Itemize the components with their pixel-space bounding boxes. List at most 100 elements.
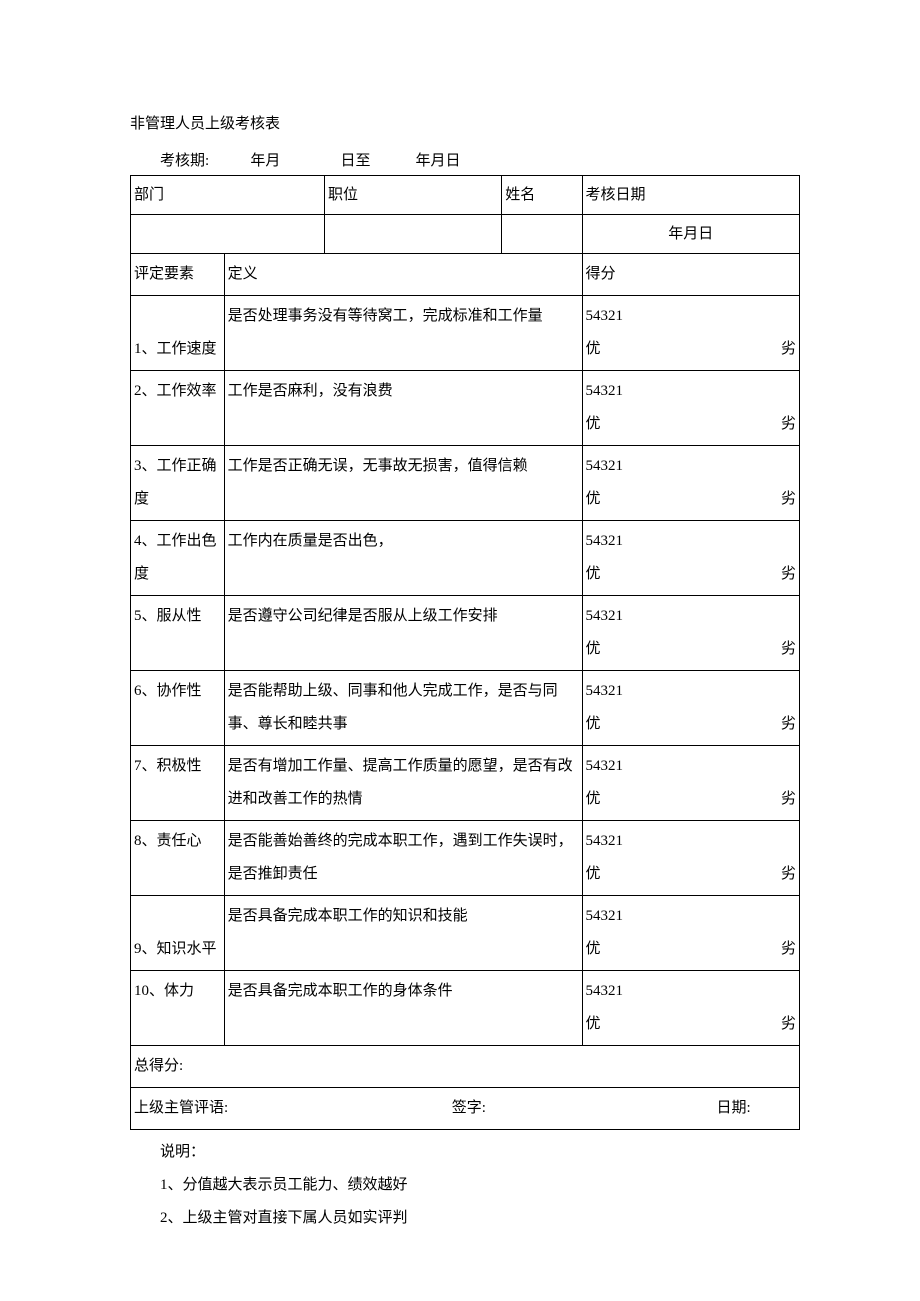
- total-label: 总得分:: [131, 1046, 800, 1088]
- element-name: 9、知识水平: [131, 896, 225, 971]
- date-label: 考核日期: [582, 176, 799, 215]
- score-good: 优: [586, 1008, 601, 1041]
- element-name: 5、服从性: [131, 596, 225, 671]
- total-row: 总得分:: [131, 1046, 800, 1088]
- score-scale: 54321: [586, 600, 796, 633]
- date-value: 年月日: [582, 215, 799, 254]
- table-row: 7、积极性 是否有增加工作量、提高工作质量的愿望，是否有改进和改善工作的热情 5…: [131, 746, 800, 821]
- score-bad: 劣: [781, 558, 796, 591]
- score-cell: 54321 优 劣: [582, 896, 799, 971]
- score-bad: 劣: [781, 858, 796, 891]
- score-cell: 54321 优 劣: [582, 521, 799, 596]
- notes-section: 说明： 1、分值越大表示员工能力、绩效越好 2、上级主管对直接下属人员如实评判: [130, 1136, 800, 1235]
- comment-cell: 上级主管评语: 签字: 日期:: [131, 1088, 800, 1130]
- score-cell: 54321 优 劣: [582, 596, 799, 671]
- score-bad: 劣: [781, 1008, 796, 1041]
- score-scale: 54321: [586, 675, 796, 708]
- table-row: 8、责任心 是否能善始善终的完成本职工作，遇到工作失误时，是否推卸责任 5432…: [131, 821, 800, 896]
- col-definition: 定义: [224, 254, 582, 296]
- score-good: 优: [586, 483, 601, 516]
- comment-date: 日期:: [717, 1092, 751, 1125]
- score-cell: 54321 优 劣: [582, 671, 799, 746]
- dept-label: 部门: [131, 176, 325, 215]
- table-row: 9、知识水平 是否具备完成本职工作的知识和技能 54321 优 劣: [131, 896, 800, 971]
- element-name: 1、工作速度: [131, 296, 225, 371]
- score-good: 优: [586, 633, 601, 666]
- score-bad: 劣: [781, 708, 796, 741]
- score-scale: 54321: [586, 300, 796, 333]
- period-text: 年月: [250, 147, 280, 176]
- col-element: 评定要素: [131, 254, 225, 296]
- element-definition: 是否能善始善终的完成本职工作，遇到工作失误时，是否推卸责任: [224, 821, 582, 896]
- assessment-table: 部门 职位 姓名 考核日期 年月日 评定要素 定义 得分 1、工作速度 是否处理…: [130, 175, 800, 1130]
- element-definition: 工作是否正确无误，无事故无损害，值得信赖: [224, 446, 582, 521]
- element-name: 7、积极性: [131, 746, 225, 821]
- document-title: 非管理人员上级考核表: [130, 110, 800, 139]
- position-value: [325, 215, 502, 254]
- element-definition: 工作内在质量是否出色，: [224, 521, 582, 596]
- score-scale: 54321: [586, 900, 796, 933]
- col-score: 得分: [582, 254, 799, 296]
- score-bad: 劣: [781, 933, 796, 966]
- table-row: 4、工作出色度 工作内在质量是否出色， 54321 优劣: [131, 521, 800, 596]
- notes-title: 说明：: [160, 1136, 800, 1169]
- period-text: 日至: [340, 147, 370, 176]
- note-item: 2、上级主管对直接下属人员如实评判: [160, 1202, 800, 1235]
- score-good: 优: [586, 408, 601, 441]
- score-scale: 54321: [586, 375, 796, 408]
- score-scale: 54321: [586, 825, 796, 858]
- element-name: 2、工作效率: [131, 371, 225, 446]
- table-row: 3、工作正确度 工作是否正确无误，无事故无损害，值得信赖 54321 优 劣: [131, 446, 800, 521]
- score-cell: 54321 优 劣: [582, 371, 799, 446]
- comment-label: 上级主管评语:: [134, 1092, 452, 1125]
- score-bad: 劣: [781, 408, 796, 441]
- element-definition: 是否处理事务没有等待窝工，完成标准和工作量: [224, 296, 582, 371]
- score-bad: 劣: [781, 333, 796, 366]
- score-cell: 54321 优 劣: [582, 296, 799, 371]
- element-definition: 是否具备完成本职工作的身体条件: [224, 971, 582, 1046]
- table-row: 10、体力 是否具备完成本职工作的身体条件 54321 优 劣: [131, 971, 800, 1046]
- period-row: 考核期: 年月 日至 年月日: [130, 147, 800, 176]
- score-good: 优: [586, 333, 601, 366]
- element-name: 10、体力: [131, 971, 225, 1046]
- header-value-row: 年月日: [131, 215, 800, 254]
- score-cell: 54321 优 劣: [582, 821, 799, 896]
- element-name: 6、协作性: [131, 671, 225, 746]
- score-bad: 劣: [781, 483, 796, 516]
- score-cell: 54321 优 劣: [582, 746, 799, 821]
- name-value: [502, 215, 582, 254]
- score-cell: 54321 优 劣: [582, 446, 799, 521]
- header-row: 部门 职位 姓名 考核日期: [131, 176, 800, 215]
- score-bad: 劣: [781, 783, 796, 816]
- score-cell: 54321 优 劣: [582, 971, 799, 1046]
- sign-label: 签字:: [452, 1092, 717, 1125]
- period-label: 考核期:: [160, 147, 209, 176]
- table-row: 2、工作效率 工作是否麻利，没有浪费 54321 优 劣: [131, 371, 800, 446]
- element-name: 8、责任心: [131, 821, 225, 896]
- score-scale: 54321: [586, 750, 796, 783]
- score-scale: 54321: [586, 450, 796, 483]
- table-row: 6、协作性 是否能帮助上级、同事和他人完成工作，是否与同事、尊长和睦共事 543…: [131, 671, 800, 746]
- element-definition: 是否具备完成本职工作的知识和技能: [224, 896, 582, 971]
- period-text: 年月日: [415, 147, 460, 176]
- score-good: 优: [586, 933, 601, 966]
- table-row: 5、服从性 是否遵守公司纪律是否服从上级工作安排 54321 优 劣: [131, 596, 800, 671]
- position-label: 职位: [325, 176, 502, 215]
- element-definition: 工作是否麻利，没有浪费: [224, 371, 582, 446]
- score-good: 优: [586, 708, 601, 741]
- element-definition: 是否遵守公司纪律是否服从上级工作安排: [224, 596, 582, 671]
- score-scale: 54321: [586, 975, 796, 1008]
- element-name: 3、工作正确度: [131, 446, 225, 521]
- score-good: 优: [586, 783, 601, 816]
- name-label: 姓名: [502, 176, 582, 215]
- score-bad: 劣: [781, 633, 796, 666]
- column-header-row: 评定要素 定义 得分: [131, 254, 800, 296]
- score-good: 优: [586, 558, 601, 591]
- element-definition: 是否有增加工作量、提高工作质量的愿望，是否有改进和改善工作的热情: [224, 746, 582, 821]
- score-scale: 54321: [586, 525, 796, 558]
- score-good: 优: [586, 858, 601, 891]
- dept-value: [131, 215, 325, 254]
- comment-row: 上级主管评语: 签字: 日期:: [131, 1088, 800, 1130]
- note-item: 1、分值越大表示员工能力、绩效越好: [160, 1169, 800, 1202]
- element-definition: 是否能帮助上级、同事和他人完成工作，是否与同事、尊长和睦共事: [224, 671, 582, 746]
